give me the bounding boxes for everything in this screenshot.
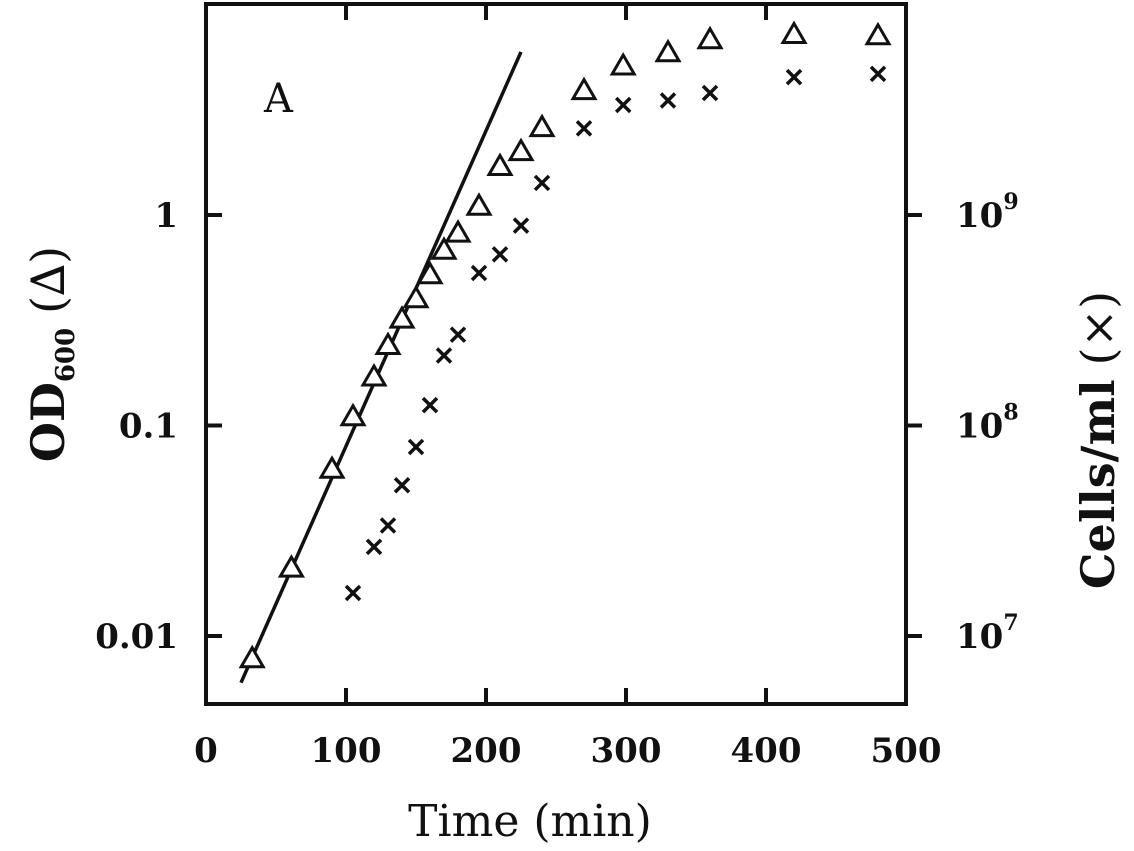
cells-per-ml-point	[379, 517, 397, 534]
x-axis: 0 100 200 300 400 500	[194, 4, 941, 771]
cells-per-ml-series	[344, 65, 887, 602]
cells-per-ml-point	[393, 477, 411, 494]
od600-point	[570, 76, 598, 101]
od600-point	[507, 137, 535, 162]
y-axis-left-title-marker: (∆)	[21, 246, 75, 314]
cells-per-ml-point	[533, 174, 551, 192]
panel-label: A	[263, 76, 294, 122]
exponential-fit-line	[239, 51, 523, 684]
y-axis-left: 0.01 0.1 1	[95, 196, 222, 657]
od600-point	[696, 25, 724, 50]
od600-point	[416, 260, 444, 285]
y-axis-right-title-main: Cells/ml	[1071, 379, 1125, 589]
y-right-tick-base: 10	[956, 407, 1003, 447]
y-right-tick-base: 10	[956, 196, 1003, 236]
y-right-tick-exponent: 9	[1003, 189, 1018, 215]
od600-point	[465, 192, 493, 216]
x-tick-label: 0	[194, 731, 218, 771]
od600-point	[238, 644, 266, 669]
od600-point	[528, 113, 556, 138]
od600-point	[430, 236, 458, 260]
x-tick-label: 100	[311, 731, 382, 771]
y-right-tick-exponent: 8	[1003, 400, 1018, 426]
y-axis-left-title-main: OD	[21, 382, 75, 462]
od600-point	[402, 284, 430, 309]
x-tick-label: 200	[451, 731, 522, 771]
cells-per-ml-point	[869, 65, 887, 83]
od600-point	[864, 21, 892, 46]
od600-point	[374, 331, 402, 355]
cells-per-ml-point	[575, 120, 593, 137]
od600-point	[277, 554, 306, 578]
plot-area-border	[204, 2, 908, 706]
x-tick-label: 400	[731, 731, 802, 771]
od600-series	[238, 20, 892, 669]
y-left-tick-label: 0.01	[95, 617, 178, 657]
od600-point	[318, 455, 346, 479]
cells-per-ml-point	[435, 347, 453, 364]
cells-per-ml-point	[659, 92, 677, 109]
od600-point	[654, 38, 682, 63]
cells-per-ml-point	[614, 96, 632, 114]
od600-point	[360, 362, 388, 387]
y-right-tick-exponent: 7	[1003, 610, 1018, 636]
cells-per-ml-point	[344, 584, 362, 602]
cells-per-ml-point	[449, 326, 467, 343]
plot-frame	[204, 2, 908, 706]
y-left-tick-label: 1	[154, 196, 178, 236]
cells-per-ml-point	[701, 84, 719, 102]
od600-point	[780, 20, 808, 45]
x-tick-label: 500	[871, 731, 942, 771]
x-axis-title: Time (min)	[408, 796, 652, 847]
od600-point	[388, 305, 416, 329]
y-right-tick-base: 10	[956, 617, 1003, 657]
cells-per-ml-point	[491, 246, 509, 263]
cells-per-ml-point	[470, 264, 488, 282]
y-left-tick-label: 0.1	[119, 407, 178, 447]
od600-point	[444, 219, 472, 243]
fit-line-layer	[239, 51, 523, 684]
od600-point	[609, 52, 637, 76]
od600-point	[339, 402, 367, 427]
cells-per-ml-point	[407, 438, 425, 456]
cells-per-ml-point	[785, 68, 803, 86]
y-axis-left-title-sub: 600	[51, 328, 81, 382]
y-axis-right-title: Cells/ml (×)	[1071, 291, 1125, 589]
y-right-tick-label: 107	[956, 610, 1019, 657]
cells-per-ml-point	[365, 538, 383, 556]
cells-per-ml-point	[421, 396, 439, 414]
x-tick-label: 300	[591, 731, 662, 771]
od600-point	[486, 152, 514, 176]
y-right-tick-label: 108	[956, 400, 1019, 447]
y-axis-right-title-marker: (×)	[1071, 291, 1125, 365]
cells-per-ml-point	[512, 217, 530, 234]
y-right-tick-label: 109	[956, 189, 1019, 236]
y-axis-left-title: OD600 (∆)	[21, 246, 81, 462]
